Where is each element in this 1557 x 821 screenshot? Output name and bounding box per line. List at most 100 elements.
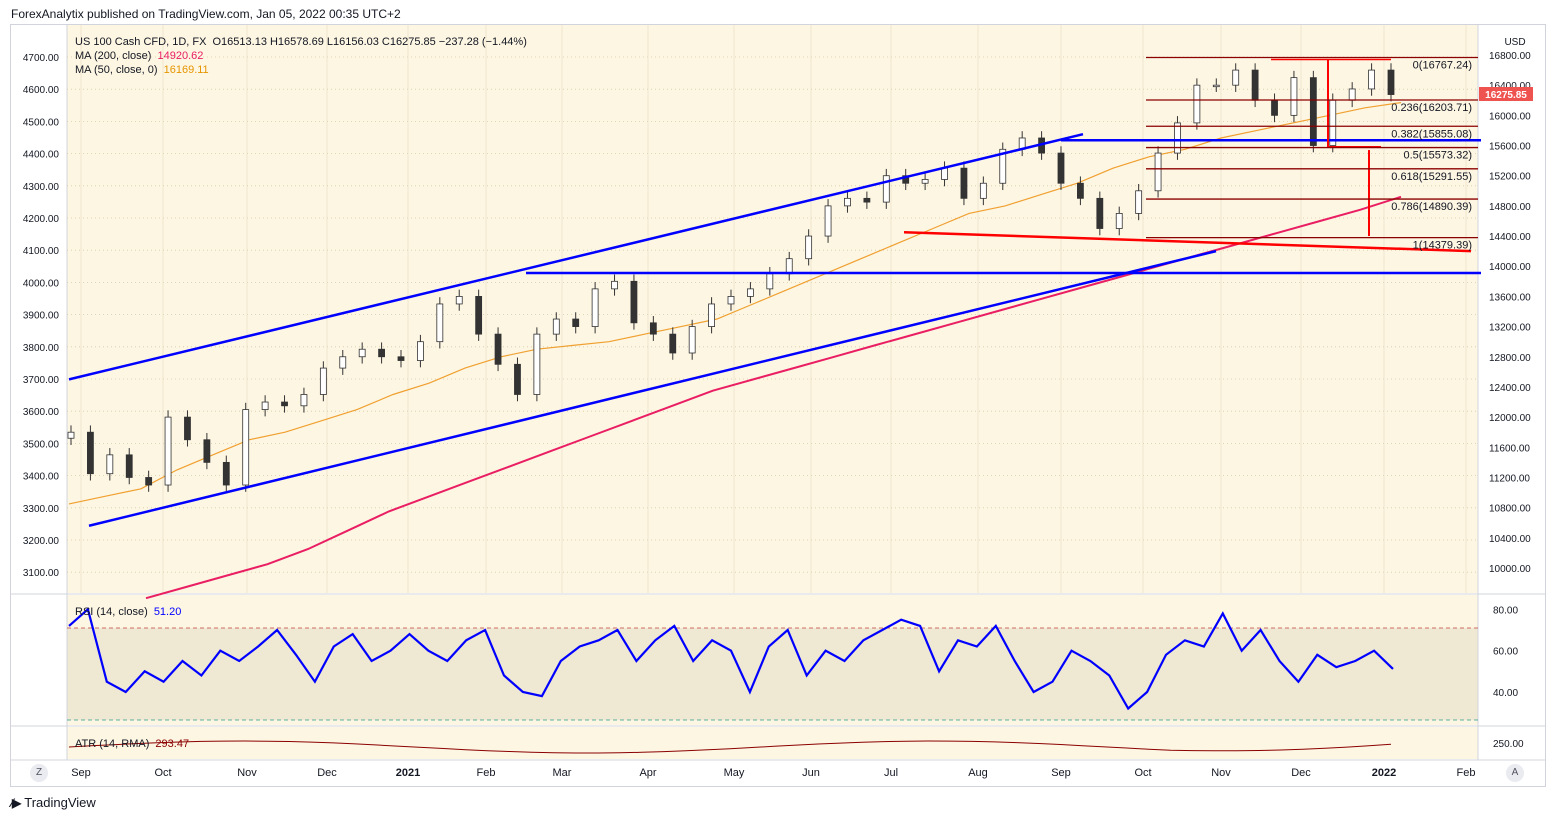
right-axis-tick: 13200.00 bbox=[1489, 323, 1531, 334]
time-axis-label: Aug bbox=[968, 767, 988, 779]
candle-body bbox=[1154, 152, 1162, 192]
time-axis-label: Oct bbox=[1134, 767, 1151, 779]
atr-layer bbox=[68, 740, 1392, 754]
right-axis-tick: 15200.00 bbox=[1489, 172, 1531, 183]
left-price-axis: 4700.00 4600.00 4500.00 4400.00 4300.00 4200.… bbox=[23, 53, 60, 579]
right-axis-tick: 11200.00 bbox=[1489, 473, 1530, 484]
candle-body bbox=[1212, 84, 1220, 88]
candle-body bbox=[863, 197, 871, 203]
candle-body bbox=[979, 182, 987, 199]
candle-body bbox=[591, 288, 599, 327]
time-axis-label: Sep bbox=[71, 767, 91, 779]
right-axis-tick: 16400.00 bbox=[1489, 81, 1531, 92]
chart-canvas[interactable]: 0(16767.24) 0.236(16203.71) 0.382(15855.08… bbox=[11, 25, 1545, 786]
tradingview-footer[interactable]: ⁄▶ TradingView bbox=[11, 795, 96, 810]
time-axis-label: Apr bbox=[639, 767, 656, 779]
candle-body bbox=[999, 148, 1007, 184]
candle-body bbox=[455, 296, 463, 305]
time-axis-label: Jun bbox=[802, 767, 820, 779]
left-axis-tick: 3900.00 bbox=[23, 311, 60, 322]
rsi-layer bbox=[68, 607, 1394, 711]
candle-body bbox=[533, 333, 541, 395]
atr-label: ATR (14, RMA) bbox=[75, 738, 150, 750]
candle-body bbox=[164, 416, 172, 486]
candle-body bbox=[1057, 152, 1065, 184]
fib-level-label: 0.236(16203.71) bbox=[1391, 102, 1472, 114]
atr-pane-bg bbox=[67, 727, 1478, 759]
rsi-line bbox=[68, 607, 1394, 711]
candle-body bbox=[184, 416, 191, 441]
left-axis-tick: 3500.00 bbox=[23, 439, 60, 450]
left-axis-tick: 4400.00 bbox=[23, 150, 60, 161]
right-axis-tick: 10000.00 bbox=[1489, 564, 1531, 575]
symbol-title: US 100 Cash CFD, 1D, FX bbox=[75, 36, 207, 48]
candle-body bbox=[1174, 122, 1181, 154]
left-axis-tick: 4000.00 bbox=[23, 278, 60, 289]
upper-channel-line bbox=[68, 132, 1084, 381]
candle-body bbox=[106, 454, 114, 475]
rsi-axis-tick: 60.00 bbox=[1493, 647, 1518, 658]
left-axis-tick: 3400.00 bbox=[23, 472, 60, 483]
candle-body bbox=[475, 296, 483, 335]
right-axis-tick: 10800.00 bbox=[1489, 504, 1531, 515]
rsi-value: 51.20 bbox=[153, 606, 182, 618]
red-support-line bbox=[903, 231, 1472, 253]
left-axis-tick: 3600.00 bbox=[23, 407, 60, 418]
zoom-button[interactable]: Z bbox=[30, 764, 48, 782]
fib-level-label: 0.382(15855.08) bbox=[1391, 128, 1472, 140]
candle-body bbox=[1309, 77, 1317, 146]
candle-body bbox=[1348, 88, 1356, 101]
candle-body bbox=[1193, 84, 1201, 124]
candle-body bbox=[844, 197, 851, 207]
left-axis-tick: 3700.00 bbox=[23, 375, 60, 386]
rsi-axis: 80.00 60.00 40.00 250.00 bbox=[1493, 605, 1524, 750]
fib-level-label: 1(14379.39) bbox=[1413, 240, 1472, 252]
candle-body bbox=[203, 439, 211, 463]
fib-level-label: 0.786(14890.39) bbox=[1391, 201, 1472, 213]
candle-body bbox=[669, 333, 677, 354]
candle-body bbox=[281, 401, 288, 407]
candle-body bbox=[1290, 77, 1298, 116]
time-axis-label: 2021 bbox=[396, 767, 420, 779]
rsi-label: RSI (14, close) bbox=[75, 606, 148, 618]
time-axis-label: Jul bbox=[884, 767, 898, 779]
right-axis-tick: 10400.00 bbox=[1489, 534, 1531, 545]
right-axis-tick: 14000.00 bbox=[1489, 262, 1531, 273]
chart-frame[interactable]: 0(16767.24) 0.236(16203.71) 0.382(15855.08… bbox=[10, 24, 1546, 787]
auto-scale-button[interactable]: A bbox=[1506, 764, 1524, 782]
candle-body bbox=[1251, 69, 1259, 101]
left-axis-tick: 4300.00 bbox=[23, 182, 60, 193]
right-axis-tick: 13600.00 bbox=[1489, 292, 1531, 303]
candle-body bbox=[1115, 213, 1123, 229]
candle-body bbox=[902, 175, 910, 184]
candle-body bbox=[805, 235, 813, 260]
time-axis: Sep Oct Nov Dec 2021 Feb Mar Apr May Jun Jul Aug Sep… bbox=[71, 767, 1475, 779]
time-axis-label: Nov bbox=[1211, 767, 1231, 779]
candle-body bbox=[882, 175, 890, 203]
atr-axis-tick: 250.00 bbox=[1493, 739, 1524, 750]
time-axis-label: May bbox=[724, 767, 745, 779]
candle-body bbox=[242, 409, 250, 486]
right-axis-tick: 12400.00 bbox=[1489, 383, 1531, 394]
time-axis-label: Nov bbox=[237, 767, 257, 779]
candle-body bbox=[1387, 69, 1395, 95]
tradingview-logo-icon: ⁄▶ bbox=[11, 795, 21, 810]
candle-body bbox=[1329, 99, 1337, 146]
rsi-axis-tick: 80.00 bbox=[1493, 605, 1518, 616]
lower-channel-line bbox=[88, 249, 1217, 527]
ma50-value: 16169.11 bbox=[163, 64, 209, 76]
candle-body bbox=[319, 367, 327, 395]
atr-legend: ATR (14, RMA) 293.47 bbox=[75, 737, 192, 751]
candle-body bbox=[222, 461, 230, 486]
right-axis-tick: 14400.00 bbox=[1489, 232, 1531, 243]
fib-level-label: 0.618(15291.55) bbox=[1391, 171, 1472, 183]
fib-level-label: 0(16767.24) bbox=[1413, 59, 1472, 71]
time-axis-label: Dec bbox=[1291, 767, 1311, 779]
candle-body bbox=[1368, 69, 1375, 90]
right-axis-tick: 12800.00 bbox=[1489, 353, 1531, 364]
candle-body bbox=[125, 454, 133, 478]
candle-body bbox=[921, 179, 929, 184]
main-pane-bg bbox=[67, 25, 1478, 593]
ma200-label: MA (200, close) bbox=[75, 50, 152, 62]
candle-body bbox=[1271, 99, 1278, 116]
